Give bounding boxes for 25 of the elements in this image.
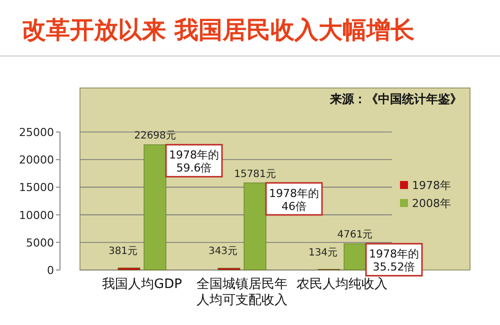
x-tick-label: 农民人均纯收入: [296, 277, 388, 292]
annotation: 1978年的46倍: [269, 186, 319, 213]
data-label: 15781元: [234, 168, 276, 180]
data-label: 381元: [108, 246, 138, 257]
y-tick-label: 0: [47, 264, 54, 277]
annotation: 1978年的35.52倍: [369, 248, 419, 274]
legend-label: 2008年: [412, 197, 451, 210]
y-tick-label: 15000: [19, 181, 54, 194]
y-tick-label: 5000: [26, 236, 54, 250]
bar: [144, 144, 166, 270]
data-label: 22698元: [134, 130, 176, 142]
source-note: 来源：《中国统计年鉴》: [329, 92, 462, 106]
annotation: 1978年的59.6倍: [169, 148, 219, 175]
chart-title: 改革开放以来 我国居民收入大幅增长: [22, 16, 414, 44]
y-tick-label: 25000: [19, 126, 54, 139]
legend-label: 1978年: [412, 179, 451, 192]
bar: [244, 182, 266, 270]
x-tick-label: 全国城镇居民年人均可支配收入: [196, 277, 288, 308]
x-tick-label: 我国人均GDP: [102, 277, 182, 292]
data-label: 4761元: [337, 230, 373, 241]
y-tick-label: 20000: [19, 154, 54, 167]
y-tick-label: 10000: [19, 208, 54, 222]
data-label: 343元: [208, 246, 238, 258]
data-label: 134元: [308, 247, 338, 258]
bar: [118, 268, 140, 270]
